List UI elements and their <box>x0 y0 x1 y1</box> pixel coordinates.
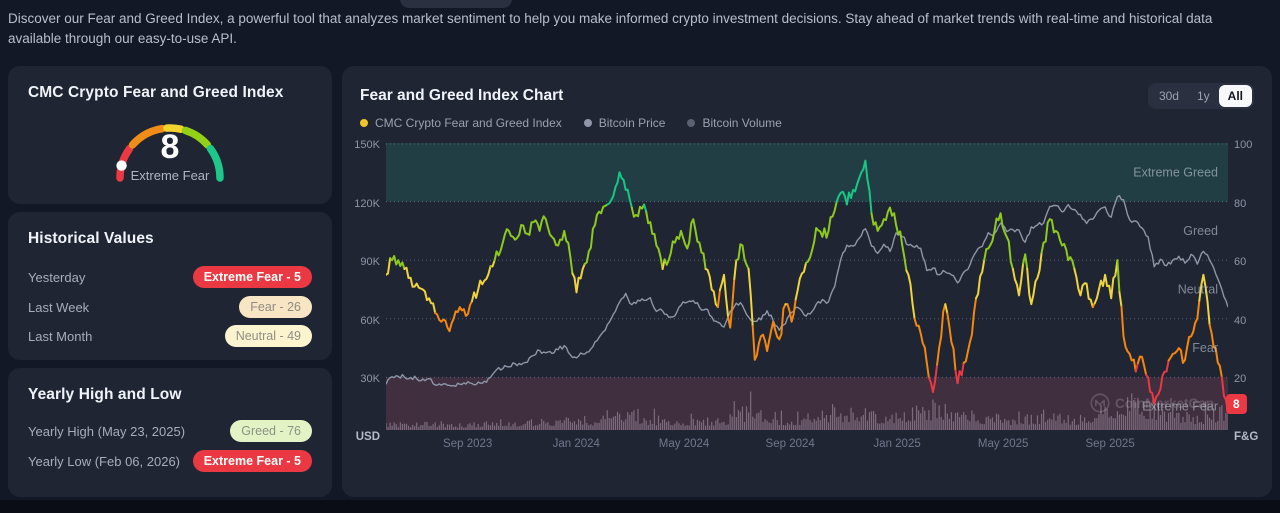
x-axis-tick: Jan 2024 <box>552 438 600 450</box>
zone-label: Neutral <box>1178 283 1218 297</box>
zone-label: Greed <box>1183 224 1218 238</box>
y-axis-label-fg: F&G <box>1234 431 1259 443</box>
historical-values-card: Historical Values Yesterday Extreme Fear… <box>8 212 332 360</box>
x-axis-tick: Sep 2023 <box>443 438 493 450</box>
top-toggle-partial[interactable] <box>400 0 512 8</box>
x-axis-tick: Sep 2024 <box>765 438 815 450</box>
range-button-all[interactable]: All <box>1218 85 1252 107</box>
y-axis-tick-usd: 90K <box>360 256 380 268</box>
legend-label: CMC Crypto Fear and Greed Index <box>375 116 562 130</box>
fear-greed-gauge: 8 Extreme Fear <box>8 102 332 202</box>
gauge-classification: Extreme Fear <box>130 168 210 183</box>
legend-dot-icon <box>687 119 696 127</box>
legend-item-bitcoin-price[interactable]: Bitcoin Price <box>583 116 666 130</box>
historical-values-title: Historical Values <box>28 230 154 247</box>
x-axis-tick: Jan 2025 <box>873 438 921 450</box>
coinmarketcap-watermark: CoinMarketCap <box>1090 393 1214 413</box>
watermark-text: CoinMarketCap <box>1115 396 1214 411</box>
zone-label: Extreme Fear <box>1142 400 1218 414</box>
historical-row-last-month: Last Month Neutral - 49 <box>28 325 312 347</box>
row-label: Yearly Low (Feb 06, 2026) <box>28 453 181 469</box>
time-range-selector: 30d 1y All <box>1147 83 1254 109</box>
row-label: Last Week <box>28 299 90 315</box>
chart-title: Fear and Greed Index Chart <box>360 87 564 104</box>
row-label: Yearly High (May 23, 2025) <box>28 423 186 439</box>
row-label: Last Month <box>28 328 93 344</box>
yearly-high-low-card: Yearly High and Low Yearly High (May 23,… <box>8 368 332 497</box>
legend-label: Bitcoin Price <box>598 116 666 130</box>
yearly-high-low-title: Yearly High and Low <box>28 386 182 403</box>
gauge-card-title: CMC Crypto Fear and Greed Index <box>28 84 284 101</box>
y-axis-tick-fg: 100 <box>1234 139 1253 151</box>
y-axis-tick-usd: 30K <box>360 373 380 385</box>
current-fg-value-badge: 8 <box>1226 394 1247 414</box>
page-description: Discover our Fear and Greed Index, a pow… <box>8 11 1213 46</box>
fear-greed-index-chart-plot[interactable]: Extreme Greed Greed Neutral Fear Extreme Fea… <box>386 143 1228 436</box>
fear-greed-gauge-card: CMC Crypto Fear and Greed Index 8 Extrem… <box>8 66 332 204</box>
status-badge: Extreme Fear - 5 <box>192 450 312 472</box>
gauge-value: 8 <box>160 128 180 166</box>
status-badge: Extreme Fear - 5 <box>192 266 312 288</box>
y-axis-tick-usd: 60K <box>360 315 380 327</box>
legend-dot-icon <box>583 119 592 127</box>
y-axis-tick-fg: 20 <box>1234 373 1247 385</box>
y-axis-tick-usd: 120K <box>354 198 380 210</box>
y-axis-tick-fg: 60 <box>1234 256 1247 268</box>
zone-label: Extreme Greed <box>1133 165 1218 179</box>
zone-label: Fear <box>1192 341 1218 355</box>
y-axis-label-usd: USD <box>355 431 380 443</box>
x-axis-tick: Sep 2025 <box>1085 438 1135 450</box>
fear-greed-chart-card: Fear and Greed Index Chart CMC Crypto Fe… <box>342 66 1272 497</box>
status-badge: Fear - 26 <box>239 296 312 318</box>
y-axis-tick-usd: 150K <box>354 139 380 151</box>
legend-dot-icon <box>360 119 368 127</box>
y-axis-tick-fg: 80 <box>1234 198 1247 210</box>
historical-row-yesterday: Yesterday Extreme Fear - 5 <box>28 266 312 288</box>
legend-label: Bitcoin Volume <box>702 116 782 130</box>
legend-item-bitcoin-volume[interactable]: Bitcoin Volume <box>687 116 782 130</box>
legend-item-fg-index[interactable]: CMC Crypto Fear and Greed Index <box>360 116 562 130</box>
coinmarketcap-logo-icon <box>1090 393 1110 413</box>
bottom-strip <box>0 500 1280 513</box>
x-axis-tick: May 2024 <box>658 438 710 450</box>
yearly-low-row: Yearly Low (Feb 06, 2026) Extreme Fear -… <box>28 450 312 472</box>
gauge-arc <box>116 124 224 182</box>
yearly-high-row: Yearly High (May 23, 2025) Greed - 76 <box>28 420 312 442</box>
chart-legend: CMC Crypto Fear and Greed Index Bitcoin … <box>360 116 782 130</box>
y-axis-tick-fg: 40 <box>1234 315 1247 327</box>
historical-row-last-week: Last Week Fear - 26 <box>28 296 312 318</box>
range-button-1y[interactable]: 1y <box>1196 89 1210 103</box>
status-badge: Neutral - 49 <box>224 325 312 347</box>
row-label: Yesterday <box>28 269 86 285</box>
x-axis-tick: May 2025 <box>977 438 1029 450</box>
range-button-30d[interactable]: 30d <box>1158 89 1179 103</box>
status-badge: Greed - 76 <box>230 420 312 442</box>
